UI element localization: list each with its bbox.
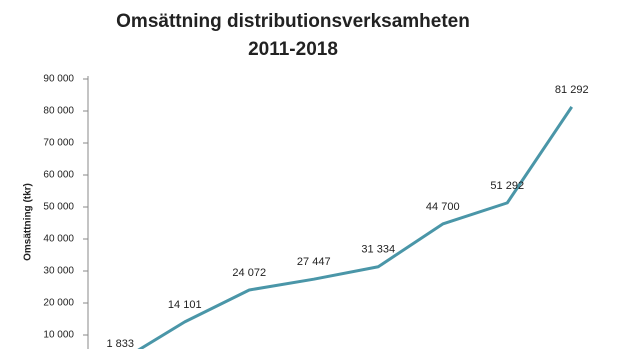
- y-tick-label: 80 000: [43, 106, 74, 117]
- y-axis-label: Omsättning (tkr): [23, 183, 34, 261]
- data-label: 27 447: [297, 256, 331, 268]
- chart-title: Omsättning distributionsverksamheten: [116, 11, 470, 32]
- y-tick-label: 40 000: [43, 234, 74, 245]
- y-tick-label: 70 000: [43, 138, 74, 149]
- y-tick-label: 90 000: [43, 74, 74, 85]
- y-tick-label: 10 000: [43, 330, 74, 341]
- data-label: 81 292: [555, 84, 589, 96]
- data-label: 1 833: [106, 338, 134, 349]
- data-label: 31 334: [361, 244, 395, 256]
- y-tick-label: 20 000: [43, 298, 74, 309]
- data-label: 14 101: [168, 299, 202, 311]
- data-label: 24 072: [232, 267, 266, 279]
- y-tick-label: 60 000: [43, 170, 74, 181]
- y-tick-label: 30 000: [43, 266, 74, 277]
- y-tick-label: 50 000: [43, 202, 74, 213]
- data-label: 51 292: [490, 180, 524, 192]
- line: [137, 106, 573, 349]
- data-label: 44 700: [426, 201, 460, 213]
- chart-title: 2011-2018: [248, 39, 338, 60]
